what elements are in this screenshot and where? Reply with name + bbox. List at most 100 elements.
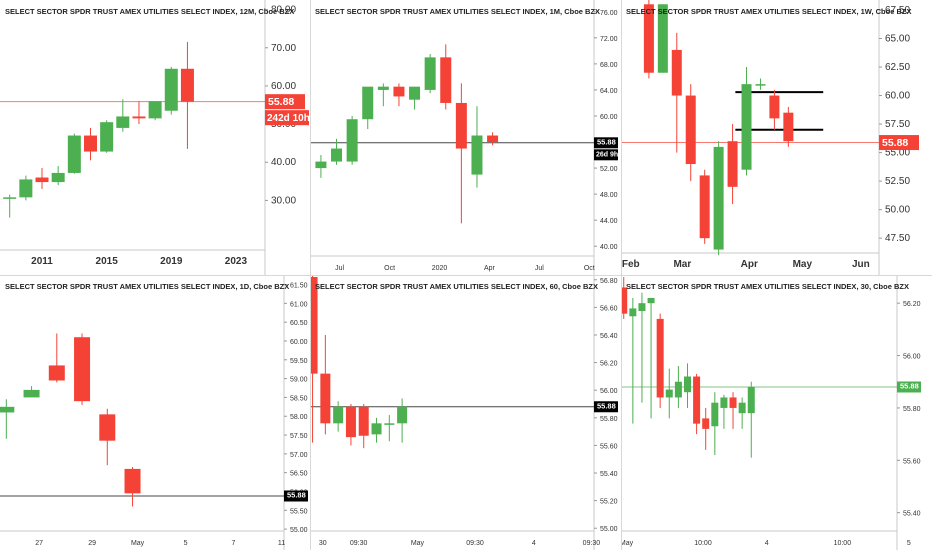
chart-panel-30[interactable]: 55.40 55.60 55.80 56.00 56.20 May 10:00 4 10:00 5… (621, 275, 932, 550)
candle-body[interactable] (747, 386, 755, 414)
candle-body[interactable] (23, 389, 40, 398)
y-tick-label: 68.00 (600, 62, 618, 69)
candle-body[interactable] (424, 57, 436, 90)
candle-body[interactable] (741, 84, 752, 170)
candle-body[interactable] (738, 402, 746, 414)
candle-body[interactable] (124, 468, 141, 494)
candle-body[interactable] (727, 141, 738, 187)
chart-panel-1w[interactable]: 47.50 50.00 52.50 55.00 57.50 60.00 62.50 65.00… (621, 0, 932, 275)
candle-body[interactable] (164, 68, 178, 111)
candle-body[interactable] (346, 119, 358, 162)
candle-body[interactable] (657, 4, 668, 73)
chart-panel-1d[interactable]: 55.0055.5056.0056.5057.0057.5058.0058.50… (0, 275, 310, 550)
candle-body[interactable] (671, 49, 682, 96)
y-tick-label: 47.50 (885, 233, 910, 244)
candle-body[interactable] (713, 146, 724, 250)
candle-body[interactable] (148, 101, 162, 119)
x-tick-label: 2019 (160, 256, 183, 267)
candle-body[interactable] (320, 373, 331, 424)
price-label-box (594, 137, 618, 149)
candle-body[interactable] (100, 122, 114, 152)
candle-body[interactable] (729, 397, 737, 408)
candle-body[interactable] (769, 95, 780, 119)
candle-body[interactable] (683, 376, 691, 393)
candle-body[interactable] (621, 287, 628, 314)
x-tick-label: 7 (232, 540, 236, 547)
chart-panel-12m[interactable]: 30.0040.0050.0060.0070.0080.002011201520… (0, 0, 310, 275)
y-tick-label: 67.50 (885, 5, 910, 16)
candle-body[interactable] (358, 406, 369, 436)
y-tick-label: 48.00 (600, 192, 618, 199)
candle-body[interactable] (455, 102, 467, 149)
y-tick-label: 80.00 (271, 5, 296, 16)
candle-body[interactable] (132, 116, 146, 119)
chart-30[interactable]: 55.40 55.60 55.80 56.00 56.20 May 10:00 4 10:00 5… (621, 275, 932, 550)
chart-panel-60[interactable]: 55.00 55.20 55.40 55.60 55.80 56.00 56.20 56.40… (310, 275, 621, 550)
price-label-box (897, 381, 921, 393)
candle-body[interactable] (647, 297, 655, 304)
x-tick-label: May (621, 540, 634, 547)
candle-body[interactable] (397, 406, 408, 424)
candle-body[interactable] (35, 177, 49, 183)
candle-body[interactable] (638, 303, 646, 312)
candle-body[interactable] (83, 135, 97, 152)
candle-body[interactable] (331, 148, 343, 162)
candle-body[interactable] (471, 135, 483, 175)
candle-body[interactable] (702, 418, 710, 429)
candle-body[interactable] (3, 197, 17, 199)
candle-body[interactable] (99, 414, 116, 441)
candle-body[interactable] (674, 381, 682, 398)
candle-body[interactable] (720, 397, 728, 408)
candle-body[interactable] (755, 84, 766, 86)
candle-body[interactable] (333, 406, 344, 424)
candle-body[interactable] (699, 175, 710, 239)
candle-body[interactable] (371, 423, 382, 435)
candle-body[interactable] (0, 406, 15, 413)
chart-panel-1m[interactable]: 40.0044.0048.0052.0056.0060.0064.0068.00… (310, 0, 621, 275)
candle-body[interactable] (19, 179, 33, 198)
candle-body[interactable] (116, 116, 130, 128)
candle-body[interactable] (643, 4, 654, 73)
y-tick-label: 64.00 (600, 88, 618, 95)
candle-body[interactable] (362, 86, 374, 120)
candle-body[interactable] (693, 376, 701, 424)
candle-body[interactable] (384, 423, 395, 425)
candle-body[interactable] (665, 389, 673, 398)
y-tick-label: 55.40 (600, 471, 618, 478)
candle-body[interactable] (315, 161, 327, 169)
candle-body[interactable] (74, 337, 91, 402)
y-tick-label: 60.00 (271, 81, 296, 92)
countdown-box (594, 149, 618, 161)
chart-12m[interactable]: 30.0040.0050.0060.0070.0080.002011201520… (0, 0, 310, 275)
y-tick-label: 57.50 (885, 119, 910, 130)
chart-1m[interactable]: 40.0044.0048.0052.0056.0060.0064.0068.00… (310, 0, 621, 275)
x-tick-label: 10:00 (694, 540, 712, 547)
candle-body[interactable] (345, 406, 356, 438)
candle-body[interactable] (711, 402, 719, 427)
candle-body[interactable] (487, 135, 499, 143)
candle-body[interactable] (51, 172, 65, 183)
candle-body[interactable] (440, 57, 452, 103)
y-tick-label: 55.00 (885, 148, 910, 159)
candle-body[interactable] (685, 95, 696, 165)
chart-60[interactable]: 55.00 55.20 55.40 55.60 55.80 56.00 56.20 56.40… (310, 275, 621, 550)
y-tick-label: 61.00 (290, 301, 308, 308)
chart-1w[interactable]: 47.50 50.00 52.50 55.00 57.50 60.00 62.50 65.00… (621, 0, 932, 275)
candle-body[interactable] (409, 86, 421, 100)
candle-body[interactable] (783, 112, 794, 142)
y-tick-label: 55.00 (600, 526, 618, 533)
y-tick-label: 62.50 (885, 62, 910, 73)
y-tick-label: 30.00 (271, 195, 296, 206)
countdown-label: 26d 9h (596, 151, 618, 158)
candle-body[interactable] (67, 135, 81, 173)
candle-body[interactable] (310, 277, 318, 374)
candle-body[interactable] (393, 86, 405, 97)
candle-body[interactable] (180, 68, 194, 102)
candle-body[interactable] (48, 365, 65, 381)
x-tick-label: 30 (319, 540, 327, 547)
candle-body[interactable] (629, 308, 637, 317)
candle-body[interactable] (656, 318, 664, 398)
chart-1d[interactable]: 55.0055.5056.0056.5057.0057.5058.0058.50… (0, 275, 310, 550)
countdown-label: 242d 10h (267, 113, 310, 124)
candle-body[interactable] (377, 86, 389, 90)
